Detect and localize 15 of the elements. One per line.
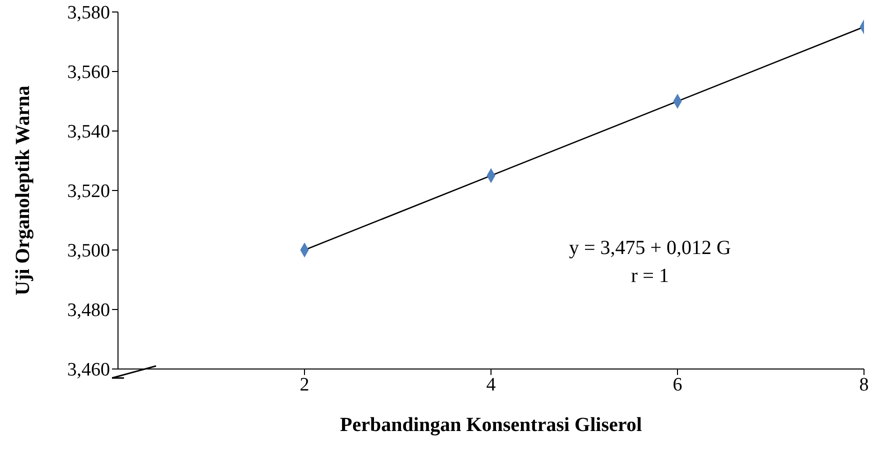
y-tick-label: 3,480 — [67, 300, 110, 322]
y-tick-label: 3,500 — [67, 240, 110, 262]
y-tick-label: 3,540 — [67, 122, 110, 143]
x-tick-label: 6 — [672, 374, 682, 396]
y-tick-label: 3,520 — [67, 181, 110, 202]
x-tick-label: 8 — [859, 374, 869, 396]
y-tick-label: 3,560 — [67, 62, 110, 84]
x-axis-title: Perbandingan Konsentrasi Gliserol — [340, 414, 642, 436]
y-tick-label: 3,580 — [67, 2, 110, 24]
y-axis-title: Uji Organoleptik Warna — [12, 86, 34, 296]
annotation: r = 1 — [630, 264, 670, 289]
annotation: y = 3,475 + 0,012 G — [568, 236, 732, 261]
x-tick-label: 2 — [300, 374, 310, 396]
y-tick-label: 3,460 — [67, 360, 110, 381]
x-tick-label: 4 — [486, 374, 496, 396]
